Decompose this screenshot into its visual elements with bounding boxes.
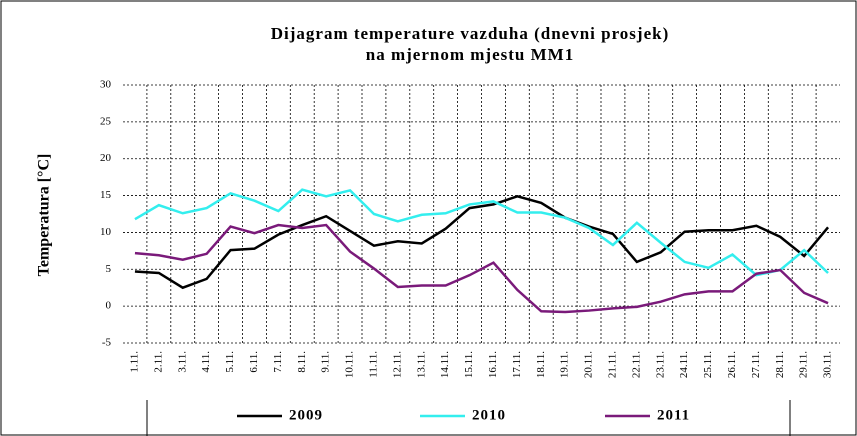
legend-label: 2009	[289, 407, 323, 423]
x-tick-label: 23.11.	[654, 351, 666, 378]
x-tick-label: 15.11.	[463, 351, 475, 378]
y-tick-label: -5	[102, 337, 112, 349]
legend-label: 2010	[472, 407, 506, 423]
y-tick-label: 10	[100, 226, 112, 238]
chart-title: Dijagram temperature vazduha (dnevni pro…	[271, 24, 670, 43]
y-tick-label: 15	[100, 189, 112, 201]
x-tick-label: 3.11.	[176, 351, 188, 373]
x-tick-label: 5.11.	[224, 351, 236, 373]
x-tick-label: 22.11.	[630, 351, 642, 378]
y-tick-label: 5	[106, 263, 112, 275]
x-tick-label: 12.11.	[391, 351, 403, 378]
x-tick-label: 21.11.	[606, 351, 618, 378]
x-tick-label: 6.11.	[248, 351, 260, 373]
x-tick-label: 24.11.	[678, 351, 690, 378]
series-line	[134, 195, 830, 290]
x-tick-label: 8.11.	[296, 351, 308, 373]
y-tick-label: 30	[100, 79, 112, 91]
chart-subtitle: na mjernom mjestu MM1	[366, 45, 574, 64]
series-line	[134, 223, 829, 314]
x-tick-label: 25.11.	[702, 351, 714, 378]
x-tick-label: 27.11.	[750, 351, 762, 378]
x-tick-label: 20.11.	[583, 351, 595, 378]
series-line	[134, 188, 829, 277]
x-tick-label: 30.11.	[822, 351, 834, 378]
x-tick-label: 26.11.	[726, 351, 738, 378]
x-tick-label: 10.11.	[344, 351, 356, 378]
x-tick-label: 28.11.	[774, 351, 786, 378]
x-tick-label: 19.11.	[559, 351, 571, 378]
x-tick-label: 16.11.	[487, 351, 499, 378]
x-tick-label: 11.11.	[367, 351, 379, 378]
y-tick-label: 20	[100, 152, 112, 164]
y-axis-label: Temperatura [°C]	[36, 154, 53, 277]
y-tick-label: 0	[106, 300, 112, 312]
x-tick-label: 13.11.	[415, 351, 427, 378]
x-tick-label: 18.11.	[535, 351, 547, 378]
y-tick-label: 25	[100, 115, 112, 127]
x-tick-label: 7.11.	[272, 351, 284, 373]
x-tick-label: 14.11.	[439, 351, 451, 378]
x-tick-label: 2.11.	[152, 351, 164, 373]
x-tick-label: 17.11.	[511, 351, 523, 378]
x-tick-label: 29.11.	[798, 351, 810, 378]
legend-label: 2011	[657, 407, 690, 423]
x-tick-label: 1.11.	[128, 351, 140, 373]
x-tick-label: 9.11.	[320, 351, 332, 373]
x-tick-label: 4.11.	[200, 351, 212, 373]
